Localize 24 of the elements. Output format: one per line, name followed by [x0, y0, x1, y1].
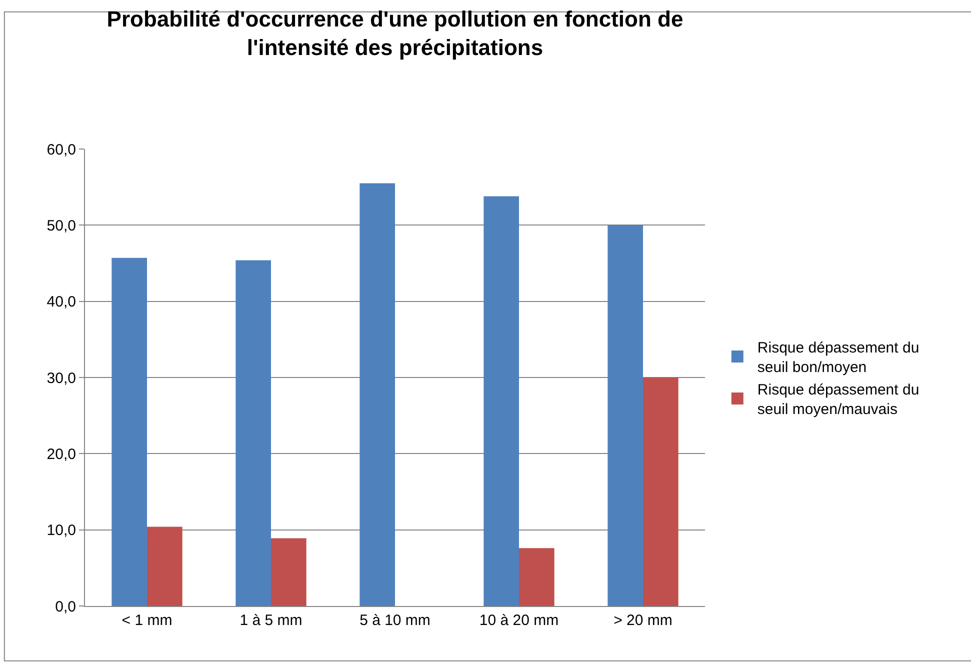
y-tick-label: 40,0 — [46, 294, 76, 311]
y-tick-label: 50,0 — [46, 217, 76, 234]
x-tick-label: 10 à 20 mm — [479, 612, 559, 629]
y-tick-label: 20,0 — [46, 446, 76, 463]
legend-label: Risque dépassement du seuil bon/moyen — [757, 340, 920, 376]
y-tick-label: 60,0 — [46, 141, 76, 158]
x-tick-label: < 1 mm — [122, 612, 172, 629]
bar — [112, 258, 147, 606]
bar — [236, 260, 271, 606]
bar — [147, 526, 182, 606]
x-tick-label: > 20 mm — [614, 612, 672, 629]
y-tick-label: 0,0 — [55, 598, 76, 616]
bar — [643, 378, 678, 606]
y-tick-label: 10,0 — [46, 522, 76, 540]
bar — [271, 538, 306, 606]
legend-label: Risque dépassement du seuil moyen/mauvais — [757, 382, 920, 418]
bar — [484, 196, 519, 606]
x-tick-label: 1 à 5 mm — [240, 612, 302, 629]
bar — [360, 183, 395, 606]
bar — [519, 548, 554, 606]
bar — [608, 225, 643, 606]
y-tick-label: 30,0 — [46, 370, 76, 387]
x-tick-label: 5 à 10 mm — [360, 612, 430, 629]
chart-title: Probabilité d'occurrence d'une pollution en fonction de l'intensité des précipitations — [106, 6, 684, 60]
